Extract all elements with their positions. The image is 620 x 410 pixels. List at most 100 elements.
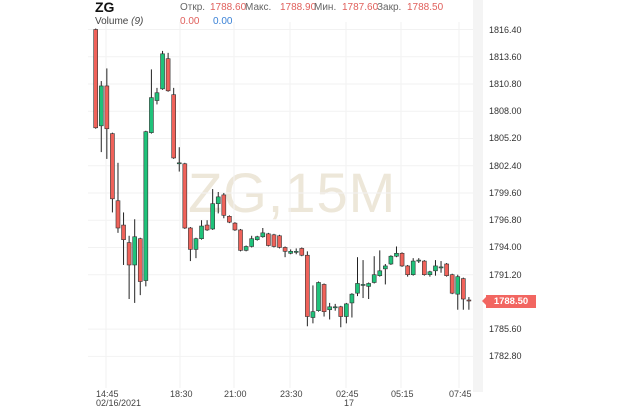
candle-up <box>327 306 332 311</box>
candle-down <box>305 254 310 317</box>
candle-up <box>332 306 338 309</box>
price-scale-strip[interactable] <box>473 0 483 392</box>
candle-down <box>399 252 405 267</box>
candle-up <box>260 232 266 238</box>
candle-up <box>316 282 321 311</box>
y-tick-label: 1794.00 <box>489 242 522 253</box>
x-tick-time: 18:30 <box>170 389 193 399</box>
candle-up <box>410 260 416 275</box>
candle-up <box>254 236 260 240</box>
candle-up <box>310 311 316 318</box>
candle-down <box>188 227 193 250</box>
x-tick-label: 14:45 02/16/2021 <box>96 390 141 408</box>
candle-down <box>137 238 143 282</box>
candle-down <box>93 29 98 129</box>
candle-up <box>388 255 394 265</box>
candle-up <box>366 283 371 287</box>
x-tick-time: 23:30 <box>280 389 303 399</box>
y-tick-label: 1796.80 <box>489 215 522 226</box>
candle-down <box>171 94 176 159</box>
x-tick-label: 21:00 <box>224 390 247 399</box>
candle-down <box>104 85 110 130</box>
x-tick-label: 18:30 <box>170 390 193 399</box>
high-value: 1788.90 <box>280 2 317 13</box>
candle-up <box>438 266 444 269</box>
y-tick-label: 1782.80 <box>489 351 522 362</box>
candle-up <box>355 283 360 294</box>
candle-down <box>422 260 427 275</box>
candle-up <box>249 238 254 247</box>
candle-down <box>266 233 271 246</box>
close-label: Закр. <box>377 2 402 13</box>
y-tick-label: 1802.40 <box>489 160 522 171</box>
candle-down <box>227 216 232 223</box>
x-tick-date: 17 <box>344 398 355 408</box>
candle-up <box>383 265 388 270</box>
candle-down <box>321 284 327 312</box>
candle-down <box>110 133 115 200</box>
candle-up <box>160 53 165 90</box>
last-price-tag: 1788.50 <box>482 295 536 308</box>
candle-up <box>199 225 204 239</box>
candle-down <box>449 274 455 294</box>
candle-down <box>299 248 305 256</box>
candle-up <box>427 271 433 275</box>
candle-down <box>126 242 132 266</box>
candle-up <box>149 97 154 133</box>
candle-up <box>416 259 422 262</box>
candle-up <box>377 270 383 276</box>
volume-label: Volume (9) <box>95 16 143 27</box>
candle-down <box>165 58 171 92</box>
candle-up <box>293 251 299 253</box>
volume-value-1: 0.00 <box>180 16 200 27</box>
x-tick-time: 21:00 <box>224 389 247 399</box>
candle-down <box>221 194 227 216</box>
candle-up <box>193 238 199 250</box>
low-value: 1787.60 <box>342 2 379 13</box>
candle-up <box>132 236 137 266</box>
low-label: Мин. <box>314 2 337 13</box>
candle-down <box>282 247 288 252</box>
high-label: Макс. <box>245 2 272 13</box>
volume-value-2: 0.00 <box>213 16 233 27</box>
candle-up <box>394 252 399 257</box>
y-tick-label: 1810.80 <box>489 78 522 89</box>
candle-down <box>444 263 449 276</box>
candle-down <box>204 224 210 231</box>
candle-up <box>243 246 249 251</box>
candle-down <box>121 224 126 240</box>
candle-down <box>232 222 238 231</box>
candle-down <box>271 234 277 247</box>
candle-up <box>455 276 461 295</box>
x-tick-label: 02:45 17 <box>336 390 359 408</box>
candle-up <box>371 274 377 283</box>
candle-up <box>98 85 104 127</box>
y-tick-label: 1813.60 <box>489 51 522 62</box>
x-tick-date: 02/16/2021 <box>96 398 142 408</box>
y-tick-label: 1805.20 <box>489 133 522 144</box>
y-tick-label: 1785.60 <box>489 324 522 335</box>
x-tick-time: 05:15 <box>391 389 414 399</box>
candle-down <box>405 265 410 275</box>
x-tick-label: 07:45 <box>449 390 472 399</box>
candle-down <box>461 278 466 300</box>
candle-down <box>466 299 472 302</box>
x-tick-time: 14:45 <box>96 389 119 399</box>
candle-up <box>360 284 366 286</box>
candle-down <box>338 306 344 317</box>
y-tick-label: 1791.20 <box>489 269 522 280</box>
candle-up <box>210 203 215 230</box>
candle-up <box>154 92 160 101</box>
open-value: 1788.60 <box>210 2 247 13</box>
y-tick-label: 1808.00 <box>489 106 522 117</box>
symbol-title: ZG <box>95 0 115 15</box>
volume-name: Volume <box>95 16 129 27</box>
candle-up <box>433 265 438 272</box>
open-label: Откр. <box>180 2 206 13</box>
close-value: 1788.50 <box>407 2 444 13</box>
candle-up <box>176 162 182 165</box>
candle-down <box>277 235 282 248</box>
x-tick-time: 02:45 <box>336 389 359 399</box>
candle-up <box>215 196 221 204</box>
